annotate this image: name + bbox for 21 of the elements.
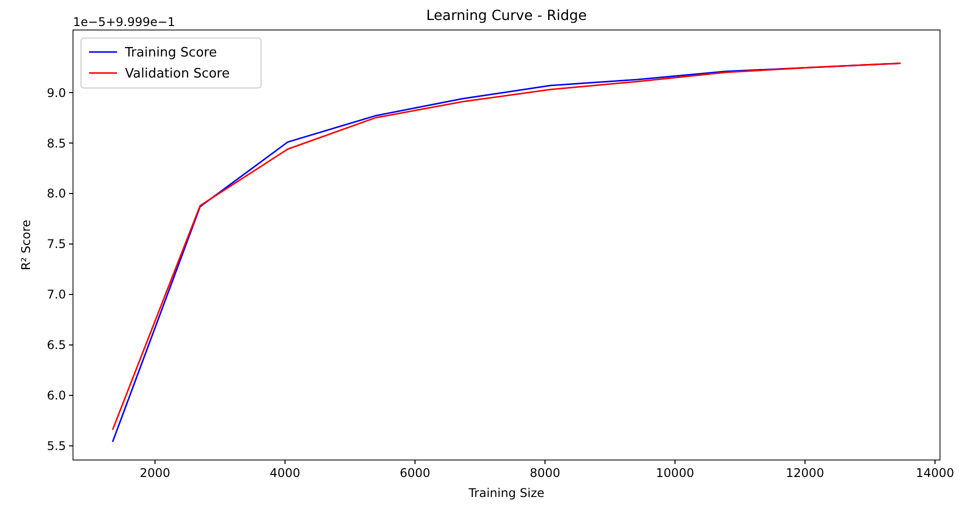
x-tick-label: 14000 <box>916 466 954 480</box>
legend-label: Validation Score <box>125 66 230 82</box>
y-axis-title: R² Score <box>19 220 33 270</box>
x-tick-label: 12000 <box>786 466 824 480</box>
y-tick-label: 7.0 <box>46 288 66 302</box>
chart-title: Learning Curve - Ridge <box>426 8 587 24</box>
y-tick-label: 9.0 <box>46 86 66 100</box>
y-tick-label: 7.5 <box>46 237 66 252</box>
x-tick-label: 10000 <box>656 466 694 480</box>
x-tick-label: 2000 <box>140 466 170 480</box>
x-axis-title: Training Size <box>468 486 544 500</box>
x-tick-label: 6000 <box>400 466 430 480</box>
x-tick-label: 4000 <box>270 466 300 480</box>
y-tick-label: 6.5 <box>46 338 66 352</box>
y-tick-label: 8.5 <box>46 136 66 150</box>
y-tick-label: 6.0 <box>46 388 66 403</box>
x-tick-label: 8000 <box>530 466 560 480</box>
y-tick-label: 8.0 <box>46 186 66 201</box>
legend-label: Training Score <box>124 46 217 61</box>
text: 1e−5+9.999e−1 <box>73 15 176 29</box>
y-tick-label: 5.5 <box>46 439 66 454</box>
